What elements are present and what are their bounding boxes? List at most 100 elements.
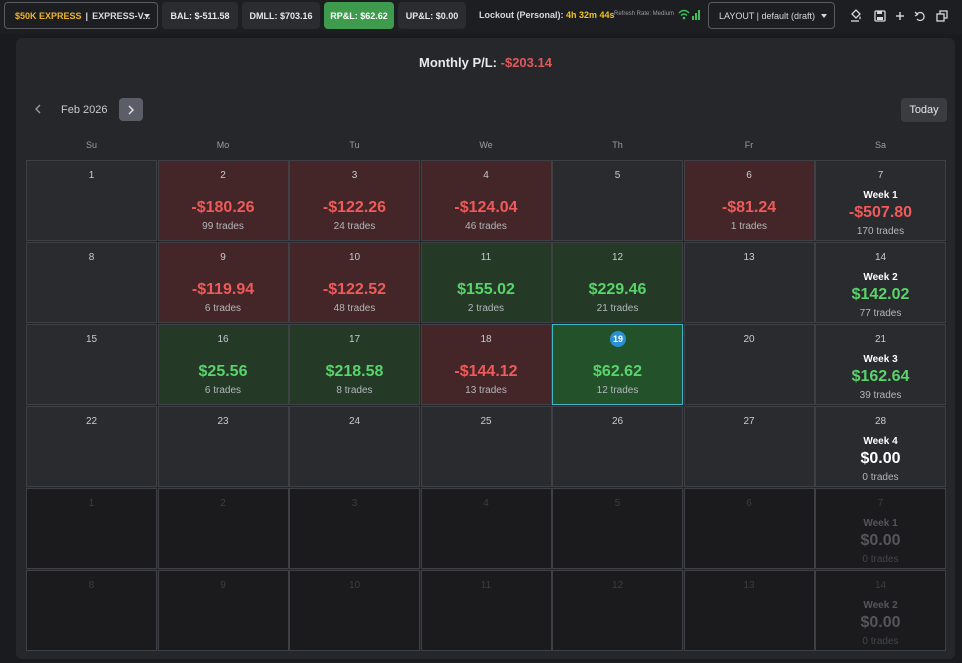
plus-icon[interactable] — [893, 9, 907, 23]
day-number: 6 — [746, 170, 752, 181]
week-summary[interactable]: 7 Week 1 -$507.80 170 trades — [815, 160, 946, 241]
calendar-day[interactable]: 2 -$180.26 99 trades — [157, 160, 289, 241]
calendar-day[interactable]: 18 -$144.12 13 trades — [420, 324, 552, 405]
day-number: 8 — [88, 252, 95, 263]
day-trade-count: 24 trades — [333, 221, 376, 232]
day-number: 2 — [220, 498, 226, 509]
calendar-day[interactable]: 23 — [157, 406, 289, 487]
calendar-day[interactable]: 5 — [552, 160, 683, 241]
today-button[interactable]: Today — [901, 98, 947, 122]
calendar-day[interactable]: 12 $229.46 21 trades — [552, 242, 683, 323]
day-number: 13 — [743, 252, 755, 263]
week-pnl: $0.00 — [860, 532, 901, 549]
calendar-day[interactable]: 1 — [26, 160, 157, 241]
day-pnl: -$124.04 — [454, 199, 518, 216]
calendar-day[interactable]: 24 — [289, 406, 420, 487]
day-trade-count: 6 trades — [204, 303, 242, 314]
weekday-label: Fr — [744, 140, 754, 150]
calendar-day[interactable]: 16 $25.56 6 trades — [157, 324, 289, 405]
day-number: 26 — [611, 416, 624, 427]
calendar-day[interactable]: 6 — [683, 488, 815, 569]
calendar-day[interactable]: 1 — [26, 488, 157, 569]
week-trade-count: 39 trades — [859, 390, 902, 401]
calendar-day[interactable]: 22 — [26, 406, 157, 487]
calendar-day[interactable]: 20 — [683, 324, 815, 405]
week-summary[interactable]: 7 Week 1 $0.00 0 trades — [815, 488, 946, 569]
previous-month-button[interactable] — [30, 100, 46, 118]
account-name: $50K EXPRESS — [15, 10, 82, 21]
realized-pnl-badge[interactable]: RP&L: $62.62 — [324, 2, 394, 29]
lockout-status: Lockout (Personal): 4h 32m 44s — [479, 10, 615, 20]
day-number: 10 — [348, 252, 361, 263]
dmll-badge[interactable]: DMLL: $703.16 — [242, 2, 320, 29]
week-label: Week 4 — [863, 436, 898, 447]
undo-icon[interactable] — [913, 9, 927, 23]
calendar-day[interactable]: 3 — [289, 488, 420, 569]
week-summary[interactable]: 21 Week 3 $162.64 39 trades — [815, 324, 946, 405]
week-summary[interactable]: 28 Week 4 $0.00 0 trades — [815, 406, 946, 487]
day-number: 27 — [743, 416, 755, 427]
day-number: 10 — [348, 580, 361, 591]
unrealized-pnl-badge[interactable]: UP&L: $0.00 — [398, 2, 466, 29]
lockout-time: 4h 32m 44s — [566, 10, 615, 20]
day-number: 5 — [614, 498, 621, 509]
calendar-day[interactable]: 12 — [552, 570, 683, 651]
windows-icon[interactable] — [935, 9, 949, 23]
account-separator: | — [85, 10, 89, 21]
layout-selector[interactable]: LAYOUT | default (draft) — [708, 2, 835, 29]
calendar-day[interactable]: 26 — [552, 406, 683, 487]
calendar-day[interactable]: 11 — [420, 570, 552, 651]
day-trade-count: 48 trades — [333, 303, 376, 314]
day-number: 3 — [351, 170, 358, 181]
calendar-day[interactable]: 9 -$119.94 6 trades — [157, 242, 289, 323]
calendar-day[interactable]: 4 — [420, 488, 552, 569]
calendar-day[interactable]: 4 -$124.04 46 trades — [420, 160, 552, 241]
account-selector[interactable]: $50K EXPRESS | EXPRESS-V... — [4, 2, 158, 29]
calendar-day[interactable]: 10 -$122.52 48 trades — [289, 242, 420, 323]
chevron-left-icon — [35, 104, 41, 114]
week-summary[interactable]: 14 Week 2 $0.00 0 trades — [815, 570, 946, 651]
day-number: 16 — [217, 334, 229, 345]
day-number: 1 — [88, 170, 95, 181]
calendar-day[interactable]: 9 — [157, 570, 289, 651]
weekday-label: We — [479, 140, 493, 150]
day-number: 9 — [220, 580, 226, 591]
week-trade-count: 77 trades — [859, 308, 902, 319]
week-trade-count: 0 trades — [862, 636, 899, 647]
day-number: 12 — [611, 252, 624, 263]
day-pnl: -$122.26 — [322, 199, 387, 216]
paint-bucket-icon[interactable] — [849, 9, 863, 23]
calendar-day[interactable]: 13 — [683, 242, 815, 323]
calendar-day[interactable]: 6 -$81.24 1 trades — [683, 160, 815, 241]
week-pnl: $162.64 — [851, 368, 910, 385]
week-label: Week 2 — [863, 272, 898, 283]
calendar-day[interactable]: 27 — [683, 406, 815, 487]
day-pnl: -$180.26 — [191, 199, 255, 216]
day-number: 7 — [877, 498, 884, 509]
day-number: 2 — [220, 170, 226, 181]
calendar-day[interactable]: 13 — [683, 570, 815, 651]
calendar-day[interactable]: 5 — [552, 488, 683, 569]
calendar-day-today[interactable]: 19 $62.62 12 trades — [552, 324, 683, 405]
calendar-day[interactable]: 2 — [157, 488, 289, 569]
calendar-day[interactable]: 17 $218.58 8 trades — [289, 324, 420, 405]
day-number: 22 — [85, 416, 98, 427]
calendar-day[interactable]: 25 — [420, 406, 552, 487]
save-icon[interactable] — [873, 9, 887, 23]
day-trade-count: 13 trades — [465, 385, 507, 396]
balance-badge[interactable]: BAL: $-511.58 — [162, 2, 238, 29]
calendar-day[interactable]: 3 -$122.26 24 trades — [289, 160, 420, 241]
calendar-day[interactable]: 8 — [26, 570, 157, 651]
next-month-button[interactable] — [119, 98, 143, 121]
day-number: 4 — [483, 498, 489, 509]
day-number: 21 — [874, 334, 887, 345]
calendar-day[interactable]: 8 — [26, 242, 157, 323]
calendar-day[interactable]: 11 $155.02 2 trades — [420, 242, 552, 323]
calendar-day[interactable]: 15 — [26, 324, 157, 405]
day-number: 5 — [614, 170, 621, 181]
day-trade-count: 99 trades — [202, 221, 244, 232]
day-number: 8 — [88, 580, 95, 591]
calendar-day[interactable]: 10 — [289, 570, 420, 651]
week-pnl: $0.00 — [860, 450, 901, 467]
week-summary[interactable]: 14 Week 2 $142.02 77 trades — [815, 242, 946, 323]
